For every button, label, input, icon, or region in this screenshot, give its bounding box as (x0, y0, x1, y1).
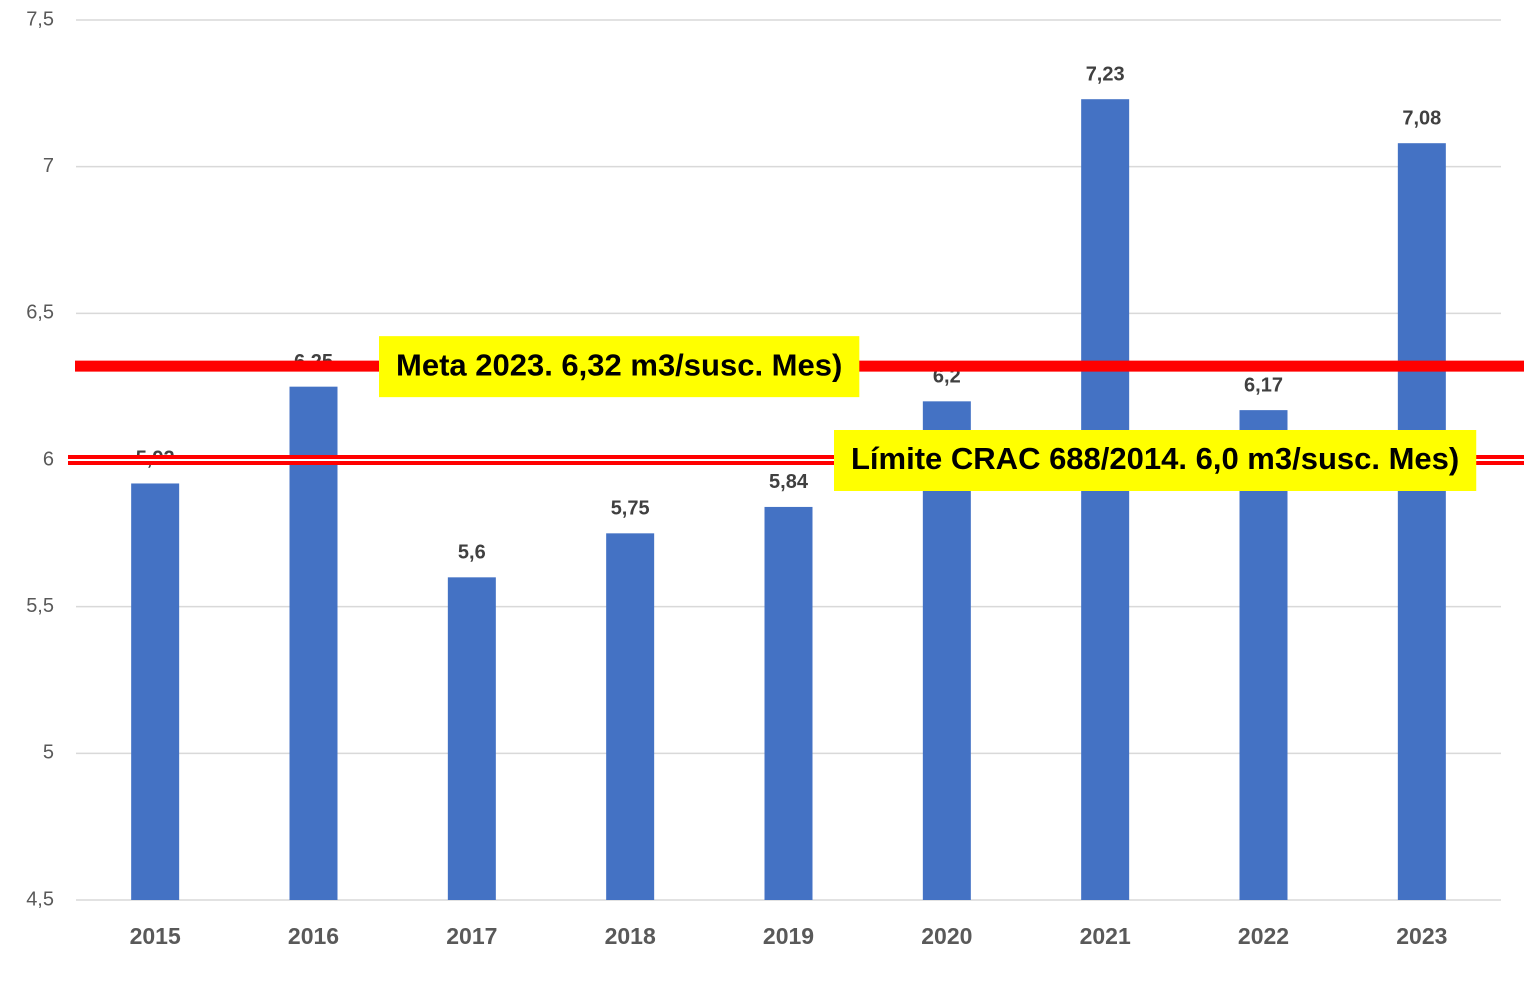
annotation-box (834, 430, 1477, 491)
bar (289, 386, 338, 901)
y-tick-label: 6 (43, 448, 54, 470)
y-tick-label: 6,5 (26, 302, 54, 324)
y-tick-label: 7,5 (26, 8, 54, 30)
x-tick-label: 2016 (288, 923, 339, 949)
data-label: 6,17 (1244, 374, 1283, 396)
x-tick-label: 2020 (921, 923, 972, 949)
y-tick-label: 7 (43, 155, 54, 177)
bar (1397, 143, 1446, 900)
bar (447, 577, 496, 900)
data-label: 7,23 (1086, 63, 1125, 85)
y-tick-label: 5 (43, 742, 54, 764)
data-label: 7,08 (1402, 107, 1441, 129)
bar (131, 483, 180, 900)
data-label: 5,84 (769, 471, 809, 493)
bar (1081, 99, 1130, 900)
data-label: 5,75 (611, 498, 650, 520)
x-tick-label: 2023 (1396, 923, 1447, 949)
x-tick-label: 2015 (130, 923, 181, 949)
x-tick-label: 2019 (763, 923, 814, 949)
bar (606, 533, 655, 900)
y-tick-label: 5,5 (26, 595, 54, 617)
annotation: Meta 2023. 6,32 m3/susc. Mes) (396, 347, 842, 382)
bar (764, 506, 813, 900)
bar (1239, 410, 1288, 900)
x-tick-label: 2018 (605, 923, 656, 949)
x-tick-label: 2022 (1238, 923, 1289, 949)
annotation: Límite CRAC 688/2014. 6,0 m3/susc. Mes) (851, 441, 1459, 476)
x-tick-label: 2017 (446, 923, 497, 949)
annotation-box (379, 336, 860, 398)
y-tick-label: 4,5 (26, 888, 54, 910)
data-label: 5,6 (458, 542, 486, 564)
x-tick-label: 2021 (1080, 923, 1131, 949)
